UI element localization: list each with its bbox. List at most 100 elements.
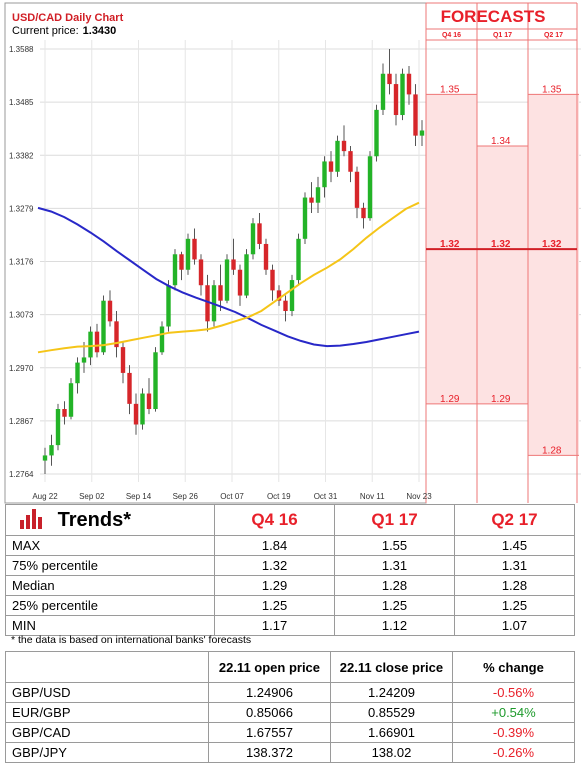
candle-up xyxy=(367,156,373,219)
candle-up xyxy=(244,254,249,296)
candle-up xyxy=(419,130,425,136)
y-tick-label: 1.3485 xyxy=(9,98,34,107)
close-price: 1.24209 xyxy=(329,682,453,703)
pair-label: GBP/CAD xyxy=(5,722,209,743)
candle-up xyxy=(322,161,327,188)
cell-value: 1.29 xyxy=(214,575,336,596)
pair-label: GBP/JPY xyxy=(5,742,209,763)
prices-header-empty xyxy=(5,651,209,683)
cell-value: 1.32 xyxy=(214,555,336,576)
candle-up xyxy=(159,326,165,353)
y-tick-label: 1.3073 xyxy=(9,311,34,320)
candle-up xyxy=(374,109,379,157)
candle-down xyxy=(393,84,399,116)
candle-down xyxy=(62,409,67,417)
x-axis-labels: Aug 22 Sep 02 Sep 14 Sep 26 Oct 07 Oct 19 Oct … xyxy=(32,492,432,501)
y-tick-label: 1.3279 xyxy=(9,204,34,213)
price-row-gbpusd: GBP/USD 1.24906 1.24209 -0.56% xyxy=(5,682,576,703)
y-tick-label: 1.3382 xyxy=(9,151,34,160)
bar-chart-icon xyxy=(20,508,42,529)
trends-row-75-percentile: 75% percentile 1.32 1.31 1.31 xyxy=(4,555,576,576)
candle-down xyxy=(341,140,347,152)
trends-col-q1-17: Q1 17 xyxy=(334,504,455,536)
y-tick-label: 1.2764 xyxy=(9,470,34,479)
x-tick-label: Nov 23 xyxy=(406,492,432,501)
forecast-level-label: 1.32 xyxy=(440,239,460,250)
candle-down xyxy=(231,259,236,270)
cell-value: 1.07 xyxy=(453,615,576,636)
candle-down xyxy=(276,290,282,301)
chart-frame xyxy=(4,2,427,504)
candles xyxy=(42,49,425,474)
cell-value: 1.28 xyxy=(453,575,576,596)
x-tick-label: Sep 02 xyxy=(79,492,105,501)
forecast-panel xyxy=(425,2,579,503)
candle-down xyxy=(283,300,288,312)
col-open-price: 22.11 open price xyxy=(207,651,331,683)
trends-col-q4-16: Q4 16 xyxy=(214,504,336,536)
prices-header-row: 22.11 open price 22.11 close price % cha… xyxy=(5,651,576,683)
open-price: 1.24906 xyxy=(207,682,331,703)
price-row-gbpjpy: GBP/JPY 138.372 138.02 -0.26% xyxy=(5,742,576,763)
price-row-gbpcad: GBP/CAD 1.67557 1.66901 -0.39% xyxy=(5,722,576,743)
close-price: 138.02 xyxy=(329,742,453,763)
row-label: MAX xyxy=(4,535,216,556)
candle-up xyxy=(75,362,80,384)
x-tick-label: Oct 07 xyxy=(220,492,244,501)
close-price: 1.66901 xyxy=(329,722,453,743)
x-tick-label: Sep 14 xyxy=(126,492,152,501)
candle-down xyxy=(114,321,119,348)
y-tick-label: 1.2867 xyxy=(9,417,34,426)
candle-up xyxy=(153,352,158,410)
usdcad-chart: USD/CAD Daily Chart Current price: 1.3430… xyxy=(4,2,581,504)
y-tick-label: 1.2970 xyxy=(9,364,34,373)
current-price-label: Current price: 1.3430 xyxy=(12,25,116,37)
x-tick-label: Nov 11 xyxy=(360,492,385,501)
forecast-level-label: 1.28 xyxy=(542,445,562,456)
percent-change: -0.26% xyxy=(451,742,576,763)
candle-up xyxy=(400,73,405,116)
candle-down xyxy=(146,393,152,410)
trends-row-max: MAX 1.84 1.55 1.45 xyxy=(4,535,576,556)
forecast-quarter-label: Q2 17 xyxy=(544,32,563,39)
candle-up xyxy=(296,238,301,281)
forecast-level-label: 1.34 xyxy=(491,136,511,147)
trends-footnote: * the data is based on international ban… xyxy=(11,634,252,646)
candle-down xyxy=(270,269,275,291)
cell-value: 1.25 xyxy=(453,595,576,616)
cell-value: 1.31 xyxy=(334,555,455,576)
cell-value: 1.84 xyxy=(214,535,336,556)
candle-up xyxy=(335,140,340,172)
candle-up xyxy=(55,409,61,446)
forecast-level-label: 1.29 xyxy=(491,394,511,405)
prices-table: 22.11 open price 22.11 close price % cha… xyxy=(5,651,576,763)
cell-value: 1.45 xyxy=(453,535,576,556)
candle-down xyxy=(192,238,197,260)
candle-down xyxy=(94,331,100,353)
price-row-eurgbp: EUR/GBP 0.85066 0.85529 +0.54% xyxy=(5,702,576,723)
forecast-level-label: 1.29 xyxy=(440,394,460,405)
cell-value: 1.55 xyxy=(334,535,455,556)
open-price: 1.67557 xyxy=(207,722,331,743)
candle-down xyxy=(348,151,353,172)
pair-label: GBP/USD xyxy=(5,682,209,703)
current-price-value: 1.3430 xyxy=(83,25,117,37)
forecast-level-label: 1.32 xyxy=(542,239,562,250)
x-tick-label: Oct 31 xyxy=(314,492,338,501)
candle-down xyxy=(218,285,223,301)
col-close-price: 22.11 close price xyxy=(329,651,453,683)
cell-value: 1.25 xyxy=(334,595,455,616)
percent-change: -0.56% xyxy=(451,682,576,703)
candle-down xyxy=(406,73,412,95)
open-price: 0.85066 xyxy=(207,702,331,723)
x-tick-label: Aug 22 xyxy=(32,492,58,501)
forecasts-title: FORECASTS xyxy=(441,7,546,26)
forecast-level-label: 1.35 xyxy=(542,84,562,95)
percent-change: +0.54% xyxy=(451,702,576,723)
row-label: 75% percentile xyxy=(4,555,216,576)
trends-title-cell: Trends* xyxy=(4,504,216,536)
candle-down xyxy=(198,259,204,286)
candle-down xyxy=(354,171,360,208)
candle-up xyxy=(42,455,48,461)
row-label: 25% percentile xyxy=(4,595,216,616)
